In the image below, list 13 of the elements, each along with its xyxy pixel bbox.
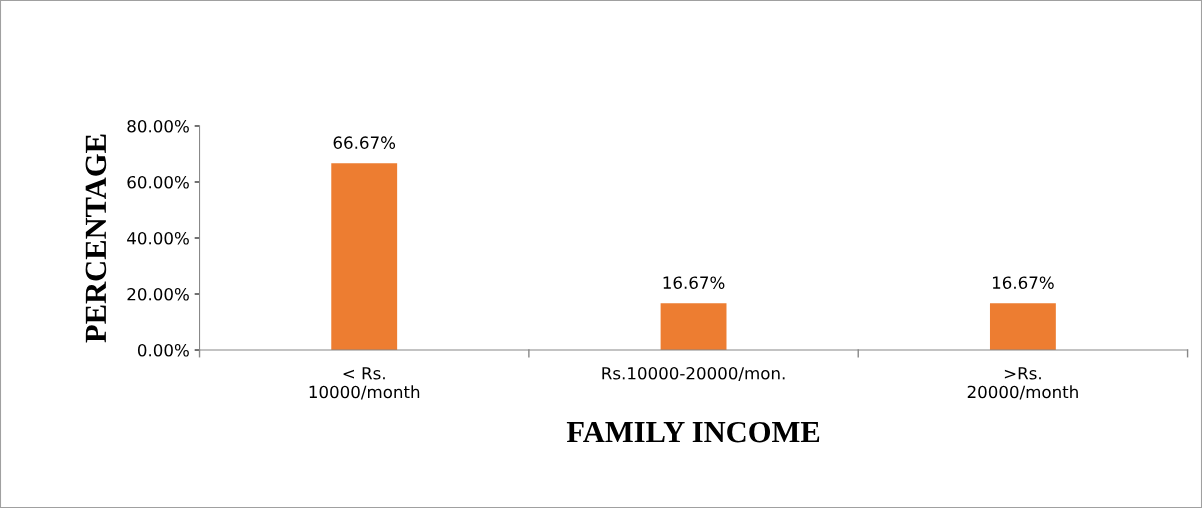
y-tick-label: 40.00% (127, 231, 189, 245)
x-tick-label: < Rs. 10000/month (309, 367, 420, 400)
data-label: 16.67% (663, 276, 725, 289)
y-axis-title: PERCENTAGE (85, 134, 107, 343)
y-tick-label: 80.00% (127, 119, 189, 133)
x-tick-label: >Rs. 20000/month (967, 367, 1078, 400)
y-tick-label: 0.00% (137, 343, 189, 357)
x-axis-title: FAMILY INCOME (566, 421, 820, 443)
data-label: 66.67% (333, 136, 396, 149)
y-tick-label: 20.00% (127, 287, 189, 301)
x-tick-label: Rs.10000-20000/mon. (602, 366, 785, 381)
data-label: 16.67% (992, 276, 1054, 289)
y-tick-label: 60.00% (127, 175, 189, 189)
